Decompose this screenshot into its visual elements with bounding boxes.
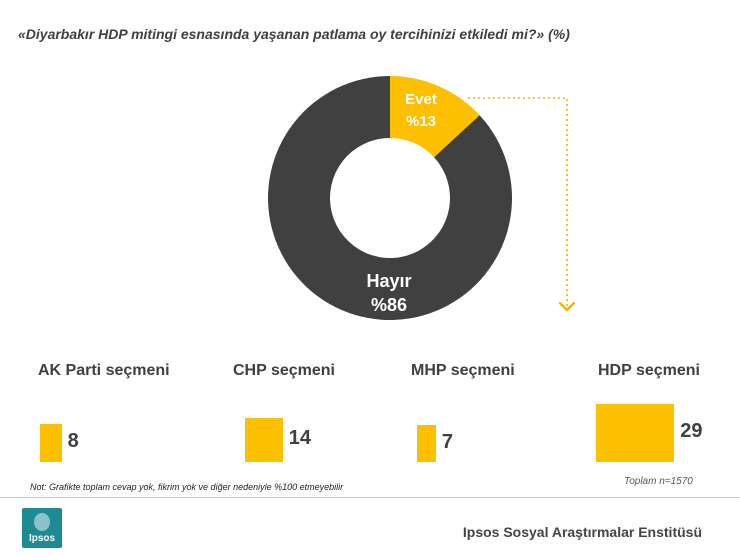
footer-organization: Ipsos Sosyal Araştırmalar Enstitüsü [462, 524, 702, 540]
slice-value-evet: %13 [406, 113, 436, 130]
slice-label-hayir: Hayır [366, 271, 411, 291]
donut-slice-evet [390, 76, 480, 158]
group-label-chp: CHP seçmeni [233, 362, 335, 379]
donut-slice-hayır [267, 76, 512, 320]
group-label-hdp: HDP seçmeni [598, 362, 700, 379]
bar-value-0: 8 [67, 430, 79, 453]
logo-text: Ipsos [28, 533, 56, 544]
footer-divider [0, 497, 740, 498]
bar-2 [417, 425, 436, 462]
footnote: Not: Grafikte toplam cevap yok, fikrim y… [30, 482, 344, 492]
connector-arrow [468, 97, 567, 310]
bar-3 [596, 404, 675, 462]
bar-0 [40, 424, 62, 462]
bar-value-3: 29 [680, 420, 703, 442]
bar-value-2: 7 [441, 430, 454, 453]
ipsos-logo: Ipsos [22, 508, 62, 548]
chart-title: «Diyarbakır HDP mitingi esnasında yaşana… [18, 26, 570, 42]
slice-value-hayir: %86 [371, 295, 407, 315]
group-label-ak-parti: AK Parti seçmeni [38, 362, 170, 379]
logo-mark-icon [34, 513, 50, 531]
bar-1 [245, 418, 283, 462]
group-label-mhp: MHP seçmeni [411, 362, 515, 379]
total-note: Toplam n=1570 [624, 476, 693, 487]
slice-label-evet: Evet [405, 91, 437, 108]
bar-value-1: 14 [288, 427, 312, 450]
